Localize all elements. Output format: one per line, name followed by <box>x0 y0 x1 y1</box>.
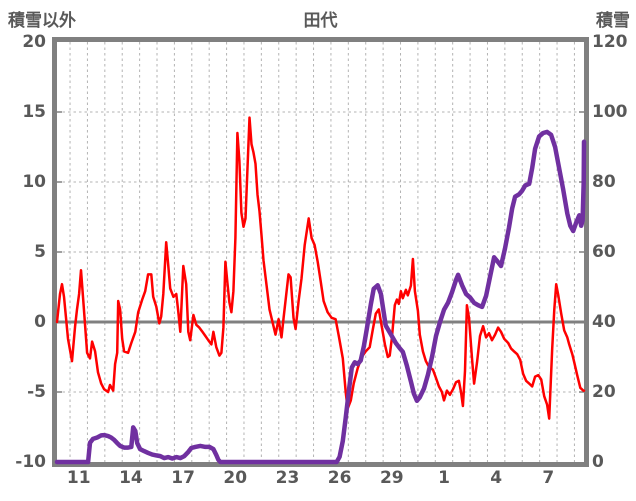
snow-line <box>54 129 587 465</box>
plot-border <box>52 37 589 467</box>
temperature-line <box>55 116 586 420</box>
y-right-tick-label: 120 <box>592 32 628 52</box>
x-tick-label: 4 <box>490 468 503 488</box>
chart-title: 田代 <box>303 11 338 31</box>
x-tick-label: 26 <box>327 468 352 488</box>
y-left-tick-label: 0 <box>34 312 46 332</box>
y-left-tick-label: 10 <box>22 172 46 192</box>
left-axis-title: 積雪以外 <box>8 11 76 31</box>
x-tick-label: 1 <box>438 468 450 488</box>
y-right-tick-label: 40 <box>592 312 616 332</box>
y-left-tick-label: 15 <box>22 102 46 122</box>
y-right-tick-label: 80 <box>592 172 616 192</box>
right-axis-title: 積雪 <box>596 11 630 31</box>
y-left-tick-label: -10 <box>15 452 46 472</box>
y-left-tick-label: -5 <box>27 382 46 402</box>
x-tick-label: 7 <box>542 468 555 488</box>
y-right-tick-label: 0 <box>592 452 604 472</box>
y-right-tick-label: 100 <box>592 102 628 122</box>
x-tick-label: 29 <box>379 468 404 488</box>
x-tick-label: 20 <box>223 468 248 488</box>
x-tick-label: 23 <box>275 468 300 488</box>
x-tick-label: 11 <box>66 468 91 488</box>
y-left-tick-label: 20 <box>22 32 46 52</box>
y-right-tick-label: 60 <box>592 242 616 262</box>
x-tick-label: 14 <box>119 468 143 488</box>
y-left-tick-label: 5 <box>34 242 46 262</box>
x-tick-label: 17 <box>171 468 195 488</box>
y-right-tick-label: 20 <box>592 382 616 402</box>
